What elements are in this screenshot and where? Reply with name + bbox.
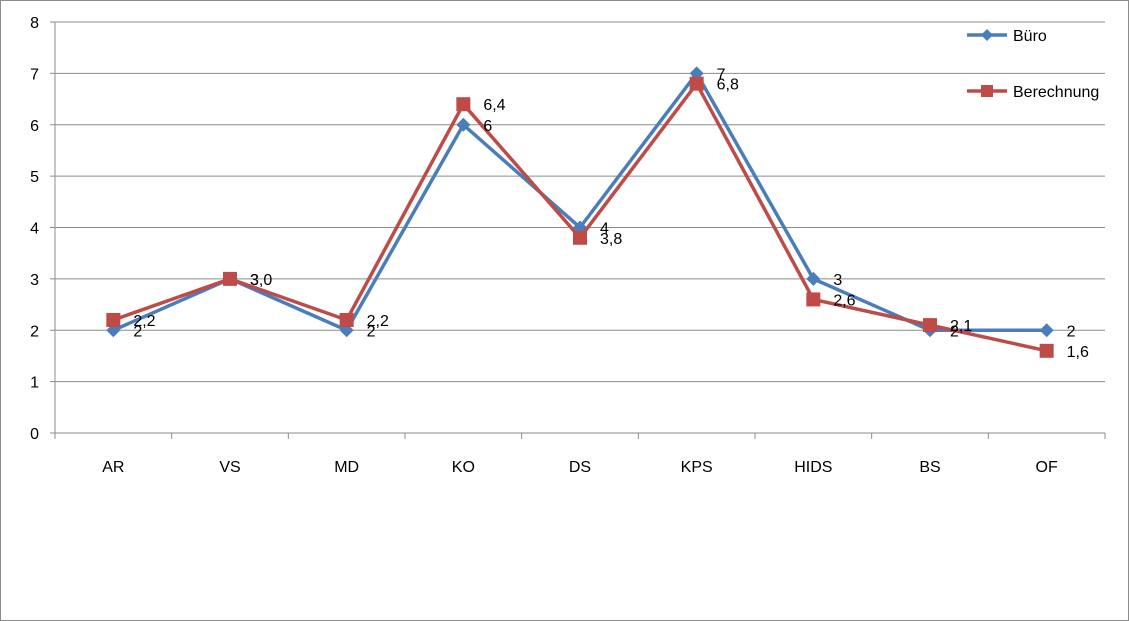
y-tick-label: 6 [30,118,39,135]
legend-label: Berechnung [1013,84,1099,101]
data-label: 1,6 [1067,344,1089,361]
axes [50,21,1106,439]
data-point [339,312,354,327]
data-point [456,117,471,132]
data-label: 3,0 [250,272,272,289]
series-line-1 [112,71,1047,332]
data-label: 4 [600,221,609,238]
data-label: 2,2 [367,313,389,330]
data-label: 2,6 [833,292,855,309]
y-tick-label: 2 [30,323,39,340]
data-label: 2 [950,323,959,340]
data-label: 6,4 [483,97,505,114]
y-tick-label: 5 [30,169,39,186]
data-point [106,312,121,327]
data-label: 3 [833,272,842,289]
data-point [1039,343,1054,358]
series-group [106,66,1054,358]
data-label: 7 [717,66,726,83]
x-tick-label: VS [219,459,240,476]
x-axis-ticks: AR VS MD KO DS KPS HIDS BS OF [102,459,1058,476]
x-tick-label: KPS [681,459,713,476]
data-label: 2,1 [950,318,972,335]
data-point [806,292,821,307]
x-tick-label: BS [919,459,940,476]
x-tick-label: KO [452,459,475,476]
y-tick-label: 1 [30,375,39,392]
y-tick-label: 3 [30,272,39,289]
data-label: 6,8 [717,77,739,94]
data-label: 3,8 [600,231,622,248]
x-tick-label: DS [569,459,591,476]
series-line-2 [112,81,1048,353]
data-point [806,271,821,286]
data-label: 6 [483,118,492,135]
y-tick-label: 4 [30,221,39,238]
legend-marker [981,85,993,97]
x-tick-label: AR [102,459,124,476]
data-label: 2,2 [133,313,155,330]
data-point [1039,323,1054,338]
y-tick-label: 7 [30,66,39,83]
data-label: 2 [1067,323,1076,340]
legend-marker [981,29,993,41]
y-axis-ticks: 0 1 2 3 4 5 6 7 8 [30,15,39,443]
x-tick-label: HIDS [794,459,832,476]
data-point [923,318,937,333]
data-point [456,97,471,112]
legend: Büro Berechnung [967,28,1099,101]
data-point [689,76,704,91]
data-point [223,271,237,286]
legend-label: Büro [1013,28,1047,45]
data-point [573,230,587,245]
data-label: 3 [250,272,259,289]
data-label: 2 [133,323,142,340]
y-tick-label: 8 [30,15,39,32]
x-tick-label: MD [334,459,359,476]
y-tick-label: 0 [30,426,39,443]
x-tick-label: OF [1036,459,1058,476]
data-label: 2 [367,323,376,340]
